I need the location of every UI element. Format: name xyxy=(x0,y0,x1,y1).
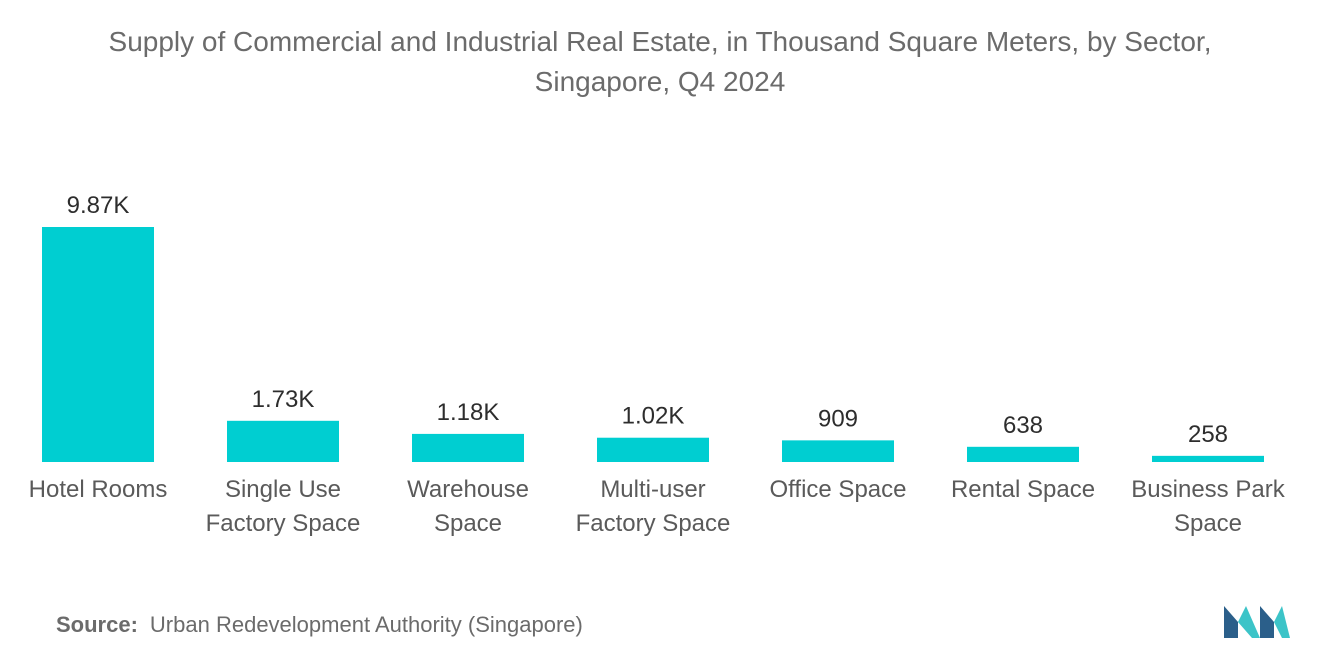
category-label-1-line-1: Factory Space xyxy=(206,510,361,537)
category-label-5: Rental Space xyxy=(951,476,1095,503)
category-label-6: Business Park Space xyxy=(1131,476,1285,537)
bar-4 xyxy=(782,440,894,462)
bar-5 xyxy=(967,446,1079,462)
logo-right-stroke xyxy=(1260,606,1274,638)
bar-3 xyxy=(597,437,709,462)
category-label-5-line-0: Rental Space xyxy=(951,476,1095,503)
category-label-4: Office Space xyxy=(770,476,907,503)
logo-mid-stroke xyxy=(1238,606,1260,638)
logo-end-stroke xyxy=(1274,606,1290,638)
category-label-3-line-1: Factory Space xyxy=(576,510,731,537)
source-note: Source: Urban Redevelopment Authority (Si… xyxy=(56,612,583,638)
source-text: Urban Redevelopment Authority (Singapore… xyxy=(149,612,583,637)
category-label-1: Single Use Factory Space xyxy=(206,476,361,537)
bar-0 xyxy=(42,227,154,462)
bar-value-label-6: 258 xyxy=(1188,421,1228,448)
bar-value-label-2: 1.18K xyxy=(437,399,500,426)
category-label-6-line-0: Business Park xyxy=(1131,476,1285,503)
bar-2 xyxy=(412,433,524,462)
category-label-2-line-0: Warehouse xyxy=(407,476,529,503)
logo-left-stroke xyxy=(1224,606,1238,638)
category-label-1-line-0: Single Use xyxy=(225,476,341,503)
category-label-0: Hotel Rooms xyxy=(29,476,168,503)
source-label: Source: xyxy=(56,612,138,637)
category-label-4-line-0: Office Space xyxy=(770,476,907,503)
bar-1 xyxy=(227,420,339,462)
bar-value-label-3: 1.02K xyxy=(622,403,685,430)
bar-value-label-1: 1.73K xyxy=(252,386,315,413)
category-label-6-line-1: Space xyxy=(1174,510,1242,537)
bar-6 xyxy=(1152,455,1264,462)
brand-logo-icon xyxy=(1224,606,1290,638)
bar-chart: 9.87K Hotel Rooms 1.73K Single Use Factory S… xyxy=(29,192,1286,537)
category-label-3: Multi-user Factory Space xyxy=(576,476,731,537)
category-label-2-line-1: Space xyxy=(434,510,502,537)
category-label-2: Warehouse Space xyxy=(407,476,529,537)
bar-value-label-4: 909 xyxy=(818,405,858,432)
bar-value-label-0: 9.87K xyxy=(67,192,130,219)
category-label-3-line-0: Multi-user xyxy=(600,476,705,503)
chart-title-line-2: Singapore, Q4 2024 xyxy=(534,66,786,97)
bar-value-label-5: 638 xyxy=(1003,412,1043,439)
category-label-0-line-0: Hotel Rooms xyxy=(29,476,168,503)
chart-title-line-1: Supply of Commercial and Industrial Real… xyxy=(108,26,1212,57)
chart-title: Supply of Commercial and Industrial Real… xyxy=(0,22,1320,102)
